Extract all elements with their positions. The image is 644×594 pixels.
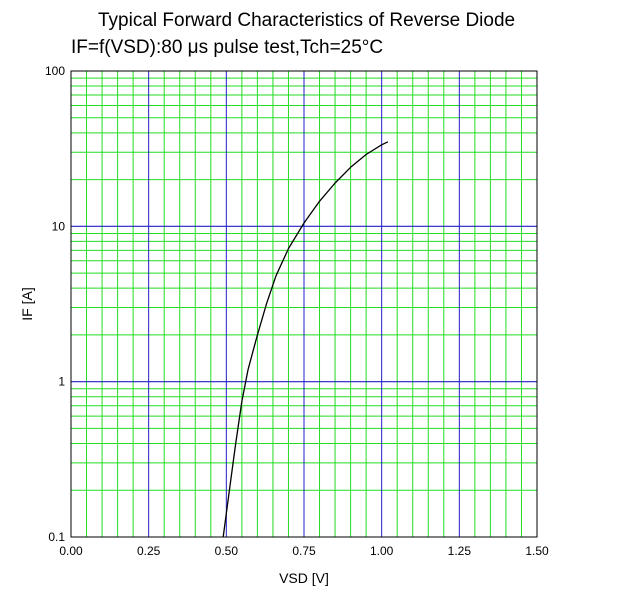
x-tick-label: 0.75 [292, 544, 316, 558]
series-line [222, 141, 389, 538]
y-tick-labels: 0.1 1 10 100 [45, 64, 65, 544]
x-axis-label: VSD [V] [279, 570, 329, 586]
x-tick-label: 0.00 [59, 544, 83, 558]
major-grid [71, 71, 537, 537]
x-tick-label: 1.00 [370, 544, 394, 558]
x-tick-label: 0.25 [137, 544, 161, 558]
y-tick-label: 10 [52, 219, 66, 233]
y-tick-label: 1 [58, 375, 65, 389]
chart-title: Typical Forward Characteristics of Rever… [98, 10, 515, 31]
x-tick-label: 1.50 [525, 544, 549, 558]
curve-layer [222, 141, 389, 538]
x-tick-labels: 0.00 0.25 0.50 0.75 1.00 1.25 1.50 [59, 544, 549, 558]
x-tick-label: 0.50 [215, 544, 239, 558]
plot-frame [70, 70, 538, 538]
x-tick-label: 1.25 [448, 544, 472, 558]
y-tick-label: 100 [45, 64, 65, 78]
y-axis-label: IF [A] [19, 287, 35, 320]
chart-subtitle: IF=f(VSD):80 μs pulse test,Tch=25°C [71, 37, 383, 58]
y-tick-label: 0.1 [48, 530, 65, 544]
